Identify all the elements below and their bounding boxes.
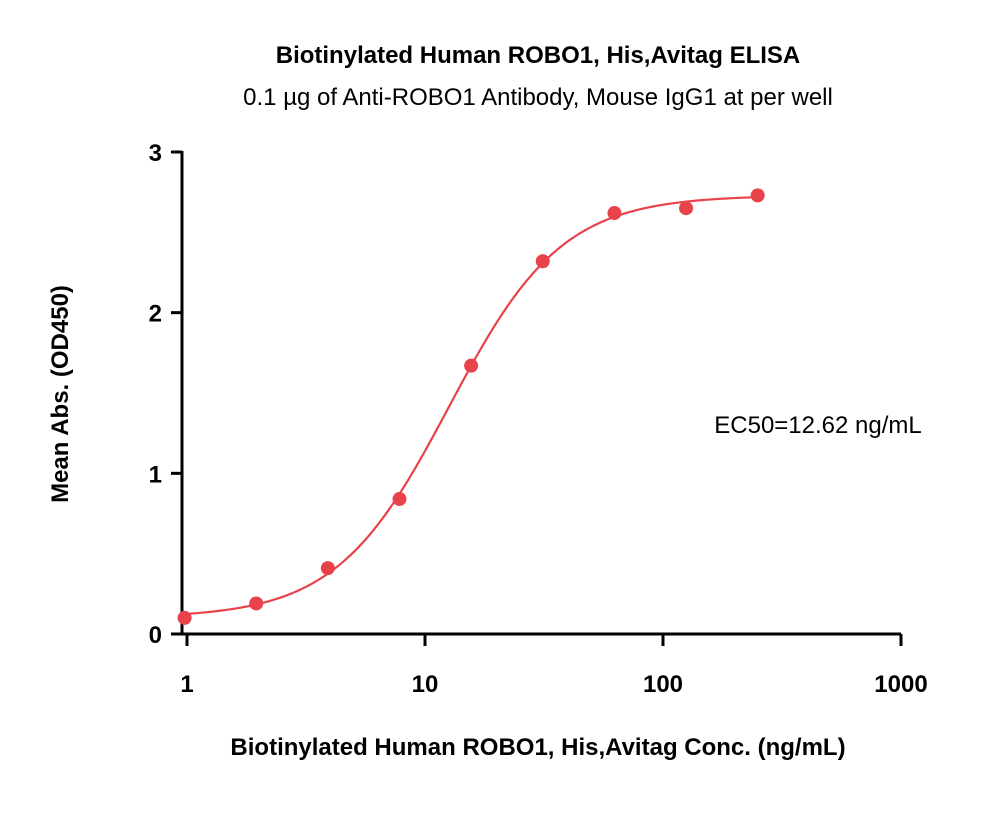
- x-tick-label: 10: [412, 671, 439, 698]
- x-tick-label: 1: [180, 671, 193, 698]
- y-tick-label: 1: [149, 461, 162, 488]
- data-point: [535, 254, 550, 269]
- y-tick-label: 3: [149, 140, 162, 167]
- data-points: [177, 188, 765, 625]
- y-tick-label: 0: [149, 622, 162, 649]
- data-point: [249, 596, 264, 611]
- axes: [171, 150, 903, 646]
- chart-title: Biotinylated Human ROBO1, His,Avitag ELI…: [276, 42, 801, 69]
- x-tick-label: 100: [643, 671, 683, 698]
- y-tick-label: 2: [149, 301, 162, 328]
- fit-curve: [184, 196, 758, 616]
- data-point: [679, 201, 694, 216]
- data-point: [607, 206, 622, 221]
- data-point: [750, 188, 765, 203]
- data-point: [392, 492, 407, 507]
- data-point: [177, 610, 192, 625]
- data-point: [464, 358, 479, 373]
- x-tick-label: 1000: [874, 671, 927, 698]
- ec50-annotation: EC50=12.62 ng/mL: [714, 412, 921, 439]
- x-axis-label: Biotinylated Human ROBO1, His,Avitag Con…: [230, 734, 845, 761]
- data-point: [320, 561, 335, 576]
- y-axis-label: Mean Abs. (OD450): [47, 285, 74, 503]
- chart-subtitle: 0.1 µg of Anti-ROBO1 Antibody, Mouse IgG…: [243, 84, 833, 111]
